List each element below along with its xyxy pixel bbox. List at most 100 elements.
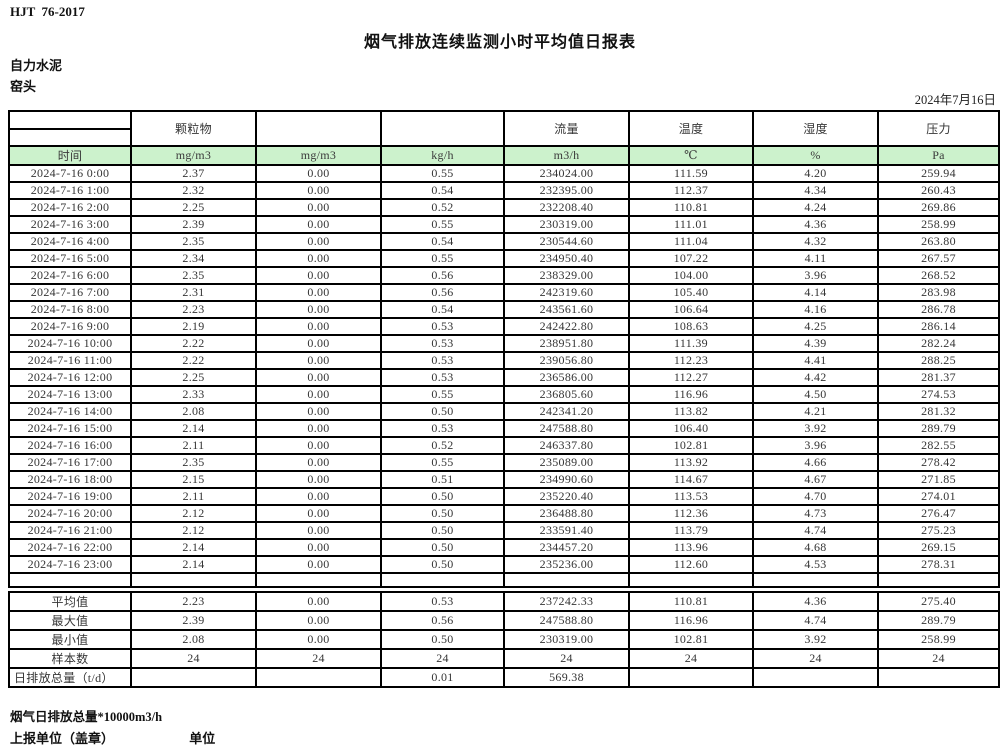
- value-cell: 230544.60: [503, 232, 630, 251]
- value-cell: 0.50: [380, 504, 505, 523]
- value-cell: 247588.80: [503, 610, 630, 631]
- value-cell: 0.00: [255, 232, 382, 251]
- value-cell: 0.52: [380, 436, 505, 455]
- hourly-data-row: 2024-7-16 14:00 2.08 0.00 0.50 242341.20 113.…: [8, 402, 1000, 421]
- value-cell: 278.31: [877, 555, 1000, 574]
- value-cell: 2.34: [130, 249, 257, 268]
- value-cell: 106.40: [628, 419, 754, 438]
- hourly-data-row: 2024-7-16 0:00 2.37 0.00 0.55 234024.00 111.5…: [8, 164, 1000, 183]
- value-cell: 230319.00: [503, 215, 630, 234]
- hourly-data-row: 2024-7-16 23:00 2.14 0.00 0.50 235236.00 112.…: [8, 555, 1000, 574]
- value-cell: 4.21: [752, 402, 879, 421]
- value-cell: 3.96: [752, 266, 879, 285]
- company-name: 自力水泥: [10, 58, 63, 73]
- row-label-cell: 2024-7-16 13:00: [8, 385, 132, 404]
- value-cell: 235089.00: [503, 453, 630, 472]
- value-cell: 2.23: [130, 591, 257, 612]
- row-label-cell: 2024-7-16 19:00: [8, 487, 132, 506]
- value-cell: 0.00: [255, 317, 382, 336]
- value-cell: 0.00: [255, 368, 382, 387]
- hourly-data-row: 2024-7-16 12:00 2.25 0.00 0.53 236586.00 112.…: [8, 368, 1000, 387]
- blank-row: [8, 572, 1000, 588]
- hourly-data-row: 2024-7-16 2:00 2.25 0.00 0.52 232208.40 110.8…: [8, 198, 1000, 217]
- flow-total-note: 烟气日排放总量*10000m3/h: [10, 710, 163, 724]
- value-cell: 3.92: [752, 419, 879, 438]
- value-cell: 2.23: [130, 300, 257, 319]
- value-cell: 102.81: [628, 436, 754, 455]
- row-label-cell: 2024-7-16 16:00: [8, 436, 132, 455]
- value-cell: 0.50: [380, 402, 505, 421]
- value-cell: [877, 667, 1000, 688]
- hourly-data-row: 2024-7-16 18:00 2.15 0.00 0.51 234990.60 114.…: [8, 470, 1000, 489]
- value-cell: 0.00: [255, 436, 382, 455]
- value-cell: 0.00: [255, 629, 382, 650]
- row-label-cell: 2024-7-16 23:00: [8, 555, 132, 574]
- row-label-cell: 2024-7-16 1:00: [8, 181, 132, 200]
- value-cell: 0.00: [255, 538, 382, 557]
- value-cell: 4.74: [752, 521, 879, 540]
- row-label-cell: 2024-7-16 2:00: [8, 198, 132, 217]
- row-label-cell: 2024-7-16 14:00: [8, 402, 132, 421]
- value-cell: 4.66: [752, 453, 879, 472]
- value-cell: 0.53: [380, 419, 505, 438]
- value-cell: 24: [130, 648, 257, 669]
- value-cell: 0.00: [255, 555, 382, 574]
- unit-label: 单位: [189, 731, 216, 746]
- value-cell: 235220.40: [503, 487, 630, 506]
- value-cell: 0.00: [255, 351, 382, 370]
- value-cell: 0.56: [380, 610, 505, 631]
- value-cell: 113.53: [628, 487, 754, 506]
- unit-particulate: mg/m3: [130, 145, 257, 166]
- header-blank-bottom-cell: [8, 128, 132, 147]
- value-cell: 112.23: [628, 351, 754, 370]
- value-cell: 0.00: [255, 453, 382, 472]
- value-cell: 0.56: [380, 266, 505, 285]
- value-cell: 4.20: [752, 164, 879, 183]
- value-cell: 0.00: [255, 504, 382, 523]
- value-cell: [255, 667, 382, 688]
- hourly-data-rows: 2024-7-16 0:00 2.37 0.00 0.55 234024.00 111.5…: [8, 164, 1000, 574]
- unit-rate: kg/h: [380, 145, 505, 166]
- summary-row: 最大值 2.39 0.00 0.56 247588.80 116.96 4.74 289.79: [8, 610, 1000, 631]
- value-cell: 263.80: [877, 232, 1000, 251]
- value-cell: 112.37: [628, 181, 754, 200]
- value-cell: 116.96: [628, 385, 754, 404]
- value-cell: 4.14: [752, 283, 879, 302]
- value-cell: 0.52: [380, 198, 505, 217]
- value-cell: 4.73: [752, 504, 879, 523]
- hourly-data-row: 2024-7-16 8:00 2.23 0.00 0.54 243561.60 106.6…: [8, 300, 1000, 319]
- blank-cell: [877, 572, 1000, 588]
- value-cell: 4.36: [752, 591, 879, 612]
- row-label-cell: 2024-7-16 0:00: [8, 164, 132, 183]
- value-cell: 0.54: [380, 181, 505, 200]
- header-temperature: 温度: [628, 110, 754, 147]
- value-cell: 108.63: [628, 317, 754, 336]
- row-label-cell: 2024-7-16 11:00: [8, 351, 132, 370]
- value-cell: [752, 667, 879, 688]
- blank-cell: [380, 572, 505, 588]
- value-cell: 4.53: [752, 555, 879, 574]
- value-cell: 2.25: [130, 198, 257, 217]
- row-label-cell: 2024-7-16 3:00: [8, 215, 132, 234]
- hourly-data-row: 2024-7-16 10:00 2.22 0.00 0.53 238951.80 111.…: [8, 334, 1000, 353]
- report-title: 烟气排放连续监测小时平均值日报表: [363, 34, 636, 51]
- report-unit-label: 上报单位（盖章）: [10, 731, 115, 746]
- value-cell: 275.40: [877, 591, 1000, 612]
- value-cell: 271.85: [877, 470, 1000, 489]
- value-cell: 268.52: [877, 266, 1000, 285]
- hourly-data-row: 2024-7-16 19:00 2.11 0.00 0.50 235220.40 113.…: [8, 487, 1000, 506]
- value-cell: 0.00: [255, 470, 382, 489]
- row-label-cell: 2024-7-16 22:00: [8, 538, 132, 557]
- value-cell: 247588.80: [503, 419, 630, 438]
- value-cell: 0.53: [380, 591, 505, 612]
- unit-pollutant2: mg/m3: [255, 145, 382, 166]
- value-cell: 102.81: [628, 629, 754, 650]
- hourly-data-row: 2024-7-16 16:00 2.11 0.00 0.52 246337.80 102.…: [8, 436, 1000, 455]
- value-cell: 0.54: [380, 232, 505, 251]
- value-cell: 0.00: [255, 591, 382, 612]
- value-cell: 116.96: [628, 610, 754, 631]
- row-label-cell: 2024-7-16 18:00: [8, 470, 132, 489]
- value-cell: 4.34: [752, 181, 879, 200]
- value-cell: 242319.60: [503, 283, 630, 302]
- value-cell: 2.14: [130, 538, 257, 557]
